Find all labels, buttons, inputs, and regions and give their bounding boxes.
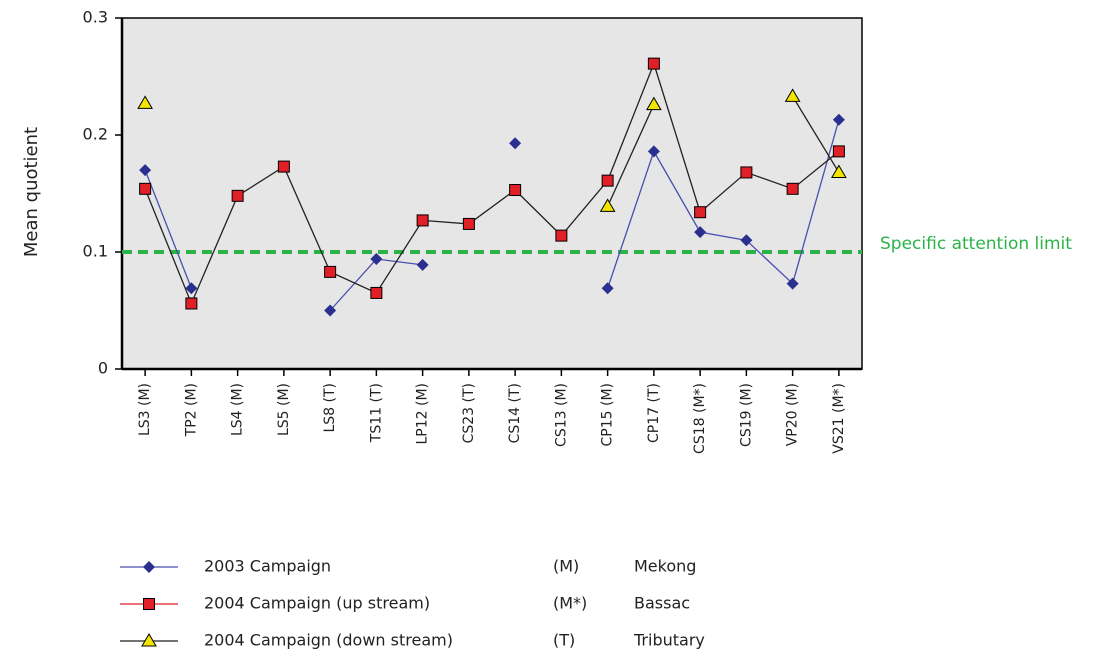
- marker: [509, 183, 522, 196]
- marker: [694, 206, 707, 219]
- marker: [416, 214, 429, 227]
- x-tick-label: CS19 (M): [738, 383, 754, 447]
- note-meaning: Mekong: [634, 557, 696, 576]
- marker: [601, 282, 614, 295]
- marker: [370, 253, 383, 266]
- y-tick-label: 0: [98, 359, 108, 378]
- marker: [740, 166, 753, 179]
- x-tick-label: TP2 (M): [183, 383, 199, 437]
- marker: [185, 297, 198, 310]
- series-line: [607, 96, 840, 207]
- note-meaning: Bassac: [634, 594, 690, 613]
- marker: [601, 174, 614, 187]
- marker: [647, 145, 660, 158]
- legend-label: 2004 Campaign (down stream): [204, 631, 453, 650]
- marker: [509, 137, 522, 150]
- marker: [185, 282, 198, 295]
- reference-label: Specific attention limit: [880, 234, 1072, 254]
- note-code: (M): [553, 557, 579, 576]
- marker: [324, 304, 337, 317]
- x-tick-label: LS4 (M): [230, 383, 246, 436]
- x-tick-label: LP12 (M): [415, 383, 431, 445]
- marker: [416, 258, 429, 271]
- note-meaning: Tributary: [633, 631, 705, 650]
- marker: [139, 182, 152, 195]
- x-tick-label: CP15 (M): [600, 383, 616, 447]
- marker: [831, 164, 847, 178]
- marker: [555, 229, 568, 242]
- marker: [324, 265, 337, 278]
- x-tick-label: VS21 (M*): [831, 383, 847, 454]
- marker: [231, 189, 244, 202]
- marker: [277, 160, 290, 173]
- series-line: [144, 61, 840, 306]
- x-tick-label: CS23 (T): [461, 383, 477, 443]
- marker: [137, 95, 153, 109]
- marker: [143, 598, 155, 610]
- x-tick-label: LS8 (T): [322, 383, 338, 433]
- marker: [599, 198, 616, 212]
- note-code: (T): [553, 631, 575, 650]
- marker: [786, 277, 799, 290]
- legend-label: 2003 Campaign: [204, 557, 331, 576]
- y-tick-label: 0.1: [83, 242, 108, 261]
- marker: [740, 234, 753, 247]
- y-axis-label: Mean quotient: [21, 127, 42, 257]
- plot-area: [121, 17, 863, 370]
- y-tick-label: 0.2: [83, 125, 108, 144]
- x-tick-label: CS13 (M): [553, 383, 569, 447]
- legend-label: 2004 Campaign (up stream): [204, 594, 430, 613]
- marker: [786, 182, 799, 195]
- x-tick-label: LS3 (M): [137, 383, 153, 436]
- x-tick-label: TS11 (T): [368, 383, 384, 443]
- marker: [832, 145, 845, 158]
- marker: [370, 286, 383, 299]
- x-tick-label: LS5 (M): [276, 383, 292, 436]
- x-tick-label: VP20 (M): [785, 383, 801, 446]
- marker: [139, 164, 152, 177]
- marker: [141, 633, 157, 647]
- x-tick-label: CS14 (T): [507, 383, 523, 443]
- y-tick-label: 0.3: [83, 8, 108, 27]
- marker: [832, 113, 845, 126]
- marker: [694, 226, 707, 239]
- marker: [462, 217, 475, 230]
- marker: [647, 57, 660, 70]
- marker: [784, 88, 801, 102]
- x-tick-label: CS18 (M*): [692, 383, 708, 454]
- marker: [646, 96, 662, 111]
- note-code: (M*): [553, 594, 587, 613]
- marker: [143, 561, 155, 573]
- x-tick-label: CP17 (T): [646, 383, 662, 443]
